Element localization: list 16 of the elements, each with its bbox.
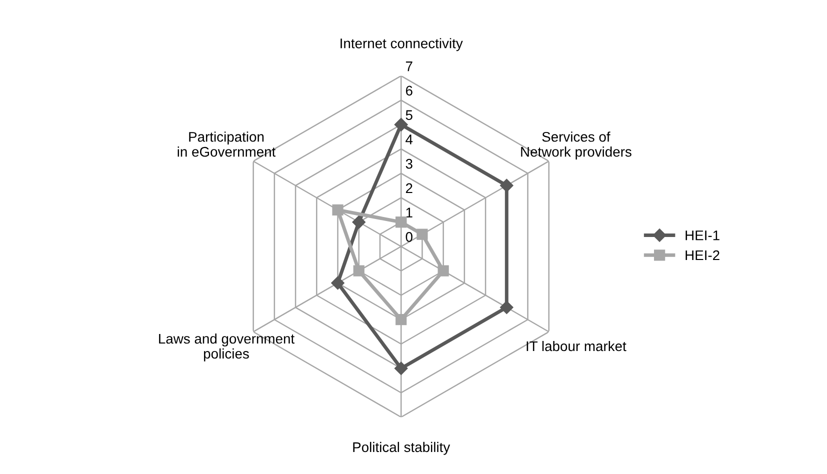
y-tick-label: 5 bbox=[406, 110, 412, 120]
y-tick-label: 4 bbox=[406, 134, 413, 144]
spoke-label: Services of Network providers bbox=[521, 132, 632, 160]
y-tick-label: 0 bbox=[406, 232, 412, 242]
y-tick-label: 3 bbox=[406, 158, 412, 169]
y-tick-label: 6 bbox=[406, 86, 412, 96]
spoke-label: Participation in eGovernment bbox=[178, 132, 276, 157]
spoke-label: IT labour market bbox=[526, 340, 626, 352]
legend-label: HEI-1 bbox=[686, 230, 720, 240]
y-tick-label: 1 bbox=[406, 208, 412, 218]
y-tick-label: 7 bbox=[406, 62, 412, 72]
spoke-label: Political stability bbox=[353, 442, 450, 455]
legend-label: HEI-2 bbox=[686, 250, 720, 260]
spoke-label: Internet connectivity bbox=[340, 38, 463, 52]
y-tick-label: 2 bbox=[406, 183, 412, 193]
spoke-label: Laws and government policies bbox=[159, 333, 294, 362]
